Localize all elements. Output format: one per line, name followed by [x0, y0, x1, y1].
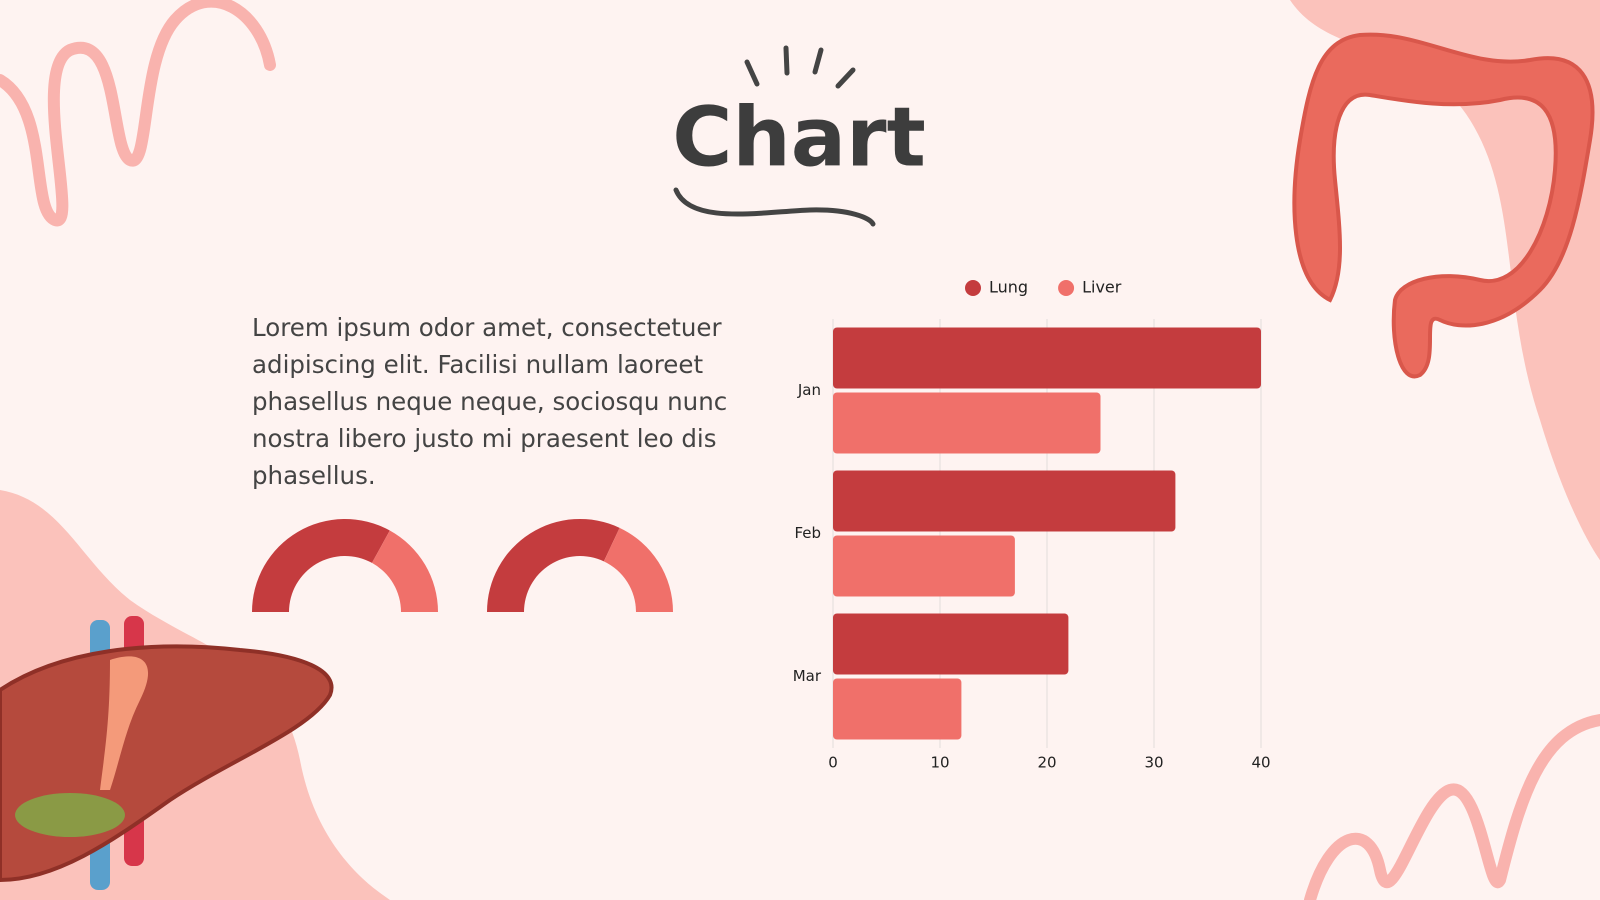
- bar: [833, 678, 962, 740]
- bar: [833, 613, 1069, 675]
- gauge-segment: [603, 527, 673, 612]
- legend-swatch: [1058, 280, 1075, 296]
- slide-title: Chart: [672, 90, 926, 185]
- legend-label: Lung: [989, 278, 1028, 297]
- x-tick-label: 20: [1037, 754, 1056, 772]
- colon-illustration: [1292, 32, 1595, 379]
- bar: [833, 535, 1015, 597]
- bar: [833, 392, 1101, 454]
- gauge-segment: [371, 530, 438, 612]
- ligament: [100, 656, 149, 790]
- x-tick-label: 40: [1251, 754, 1270, 772]
- gauge-segment: [252, 519, 390, 612]
- bar: [833, 327, 1261, 389]
- x-tick-label: 10: [930, 754, 949, 772]
- legend-swatch: [965, 280, 981, 296]
- gallbladder: [15, 793, 125, 837]
- legend-label: Liver: [1082, 278, 1122, 297]
- squiggle: [0, 0, 276, 227]
- blob: [1290, 0, 1600, 560]
- bar: [833, 470, 1176, 532]
- x-tick-label: 0: [828, 754, 838, 772]
- gauge-segment: [487, 519, 620, 612]
- x-tick-label: 30: [1144, 754, 1163, 772]
- title-decoration: [673, 45, 876, 227]
- body-text: Lorem ipsum odor amet, consectetuer adip…: [252, 313, 728, 490]
- y-tick-label: Feb: [794, 524, 821, 542]
- y-tick-label: Mar: [793, 667, 822, 685]
- y-tick-label: Jan: [797, 381, 821, 399]
- squiggle: [1304, 714, 1600, 900]
